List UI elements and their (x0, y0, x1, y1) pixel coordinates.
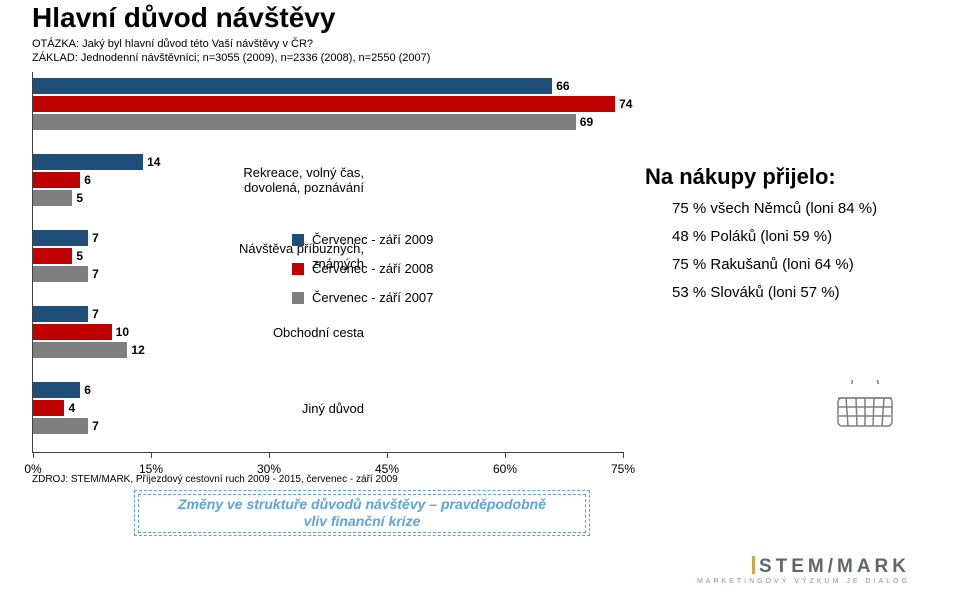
legend-label: Červenec - září 2009 (312, 232, 433, 247)
bar (33, 342, 127, 358)
axis-tick (505, 452, 506, 458)
question-text: OTÁZKA: Jaký byl hlavní důvod této Vaší … (32, 38, 313, 50)
summary-inner-border: Změny ve struktuře důvodů návštěvy – pra… (138, 494, 586, 533)
bar-value-label: 74 (619, 95, 632, 113)
bar-value-label: 4 (68, 399, 75, 417)
summary-line-1: Změny ve struktuře důvodů návštěvy – pra… (178, 496, 546, 512)
bar (33, 248, 72, 264)
right-panel-line: 53 % Slováků (loni 57 %) (672, 284, 840, 301)
right-panel-line: 48 % Poláků (loni 59 %) (672, 228, 832, 245)
bar-value-label: 7 (92, 229, 99, 247)
logo-main-text: STEM/MARK (697, 556, 910, 578)
right-panel-title: Na nákupy přijelo: (645, 164, 836, 190)
axis-tick (151, 452, 152, 458)
bar (33, 190, 72, 206)
bar (33, 418, 88, 434)
bar (33, 306, 88, 322)
logo-name: STEM/MARK (759, 556, 910, 577)
legend-swatch (292, 292, 304, 304)
page-title: Hlavní důvod návštěvy (32, 2, 335, 34)
bar (33, 382, 80, 398)
base-text: ZÁKLAD: Jednodenní návštěvníci; n=3055 (… (32, 52, 430, 64)
bar-value-label: 7 (92, 305, 99, 323)
page: Hlavní důvod návštěvy OTÁZKA: Jaký byl h… (0, 0, 960, 599)
logo-bar-icon (752, 556, 755, 574)
right-panel-line: 75 % Rakušanů (loni 64 %) (672, 256, 854, 273)
bar (33, 400, 64, 416)
bar-value-label: 10 (116, 323, 129, 341)
legend-label: Červenec - září 2007 (312, 290, 433, 305)
bar (33, 154, 143, 170)
bar-value-label: 12 (131, 341, 144, 359)
right-panel-line: 75 % všech Němců (loni 84 %) (672, 200, 877, 217)
bar (33, 230, 88, 246)
legend-item: Červenec - září 2007 (292, 290, 433, 305)
legend-item: Červenec - září 2008 (292, 261, 433, 276)
bar (33, 96, 615, 112)
axis-tick (623, 452, 624, 458)
bar-value-label: 5 (76, 247, 83, 265)
bar-value-label: 6 (84, 381, 91, 399)
bar (33, 266, 88, 282)
summary-line-2: vliv finanční krize (304, 513, 421, 529)
source-text: ZDROJ: STEM/MARK, Příjezdový cestovní ru… (32, 474, 398, 485)
axis-tick-label: 60% (493, 462, 517, 476)
bar-value-label: 5 (76, 189, 83, 207)
summary-callout: Změny ve struktuře důvodů návštěvy – pra… (134, 490, 588, 534)
legend-swatch (292, 263, 304, 275)
legend-item: Červenec - září 2009 (292, 232, 433, 247)
legend-label: Červenec - září 2008 (312, 261, 433, 276)
logo-tagline: MARKETINGOVÝ VÝZKUM JE DIALOG (697, 578, 910, 585)
bar (33, 324, 112, 340)
axis-tick (387, 452, 388, 458)
bar-value-label: 69 (580, 113, 593, 131)
axis-tick (269, 452, 270, 458)
axis-tick (33, 452, 34, 458)
bar (33, 78, 552, 94)
axis-tick-label: 75% (611, 462, 635, 476)
bar-value-label: 7 (92, 417, 99, 435)
bar (33, 114, 576, 130)
bar-value-label: 66 (556, 77, 569, 95)
bar-value-label: 7 (92, 265, 99, 283)
basket-icon (830, 380, 900, 437)
chart-legend: Červenec - září 2009 Červenec - září 2008… (292, 232, 433, 319)
legend-swatch (292, 234, 304, 246)
brand-logo: STEM/MARK MARKETINGOVÝ VÝZKUM JE DIALOG (697, 556, 910, 585)
bar (33, 172, 80, 188)
bar-value-label: 6 (84, 171, 91, 189)
bar-value-label: 14 (147, 153, 160, 171)
